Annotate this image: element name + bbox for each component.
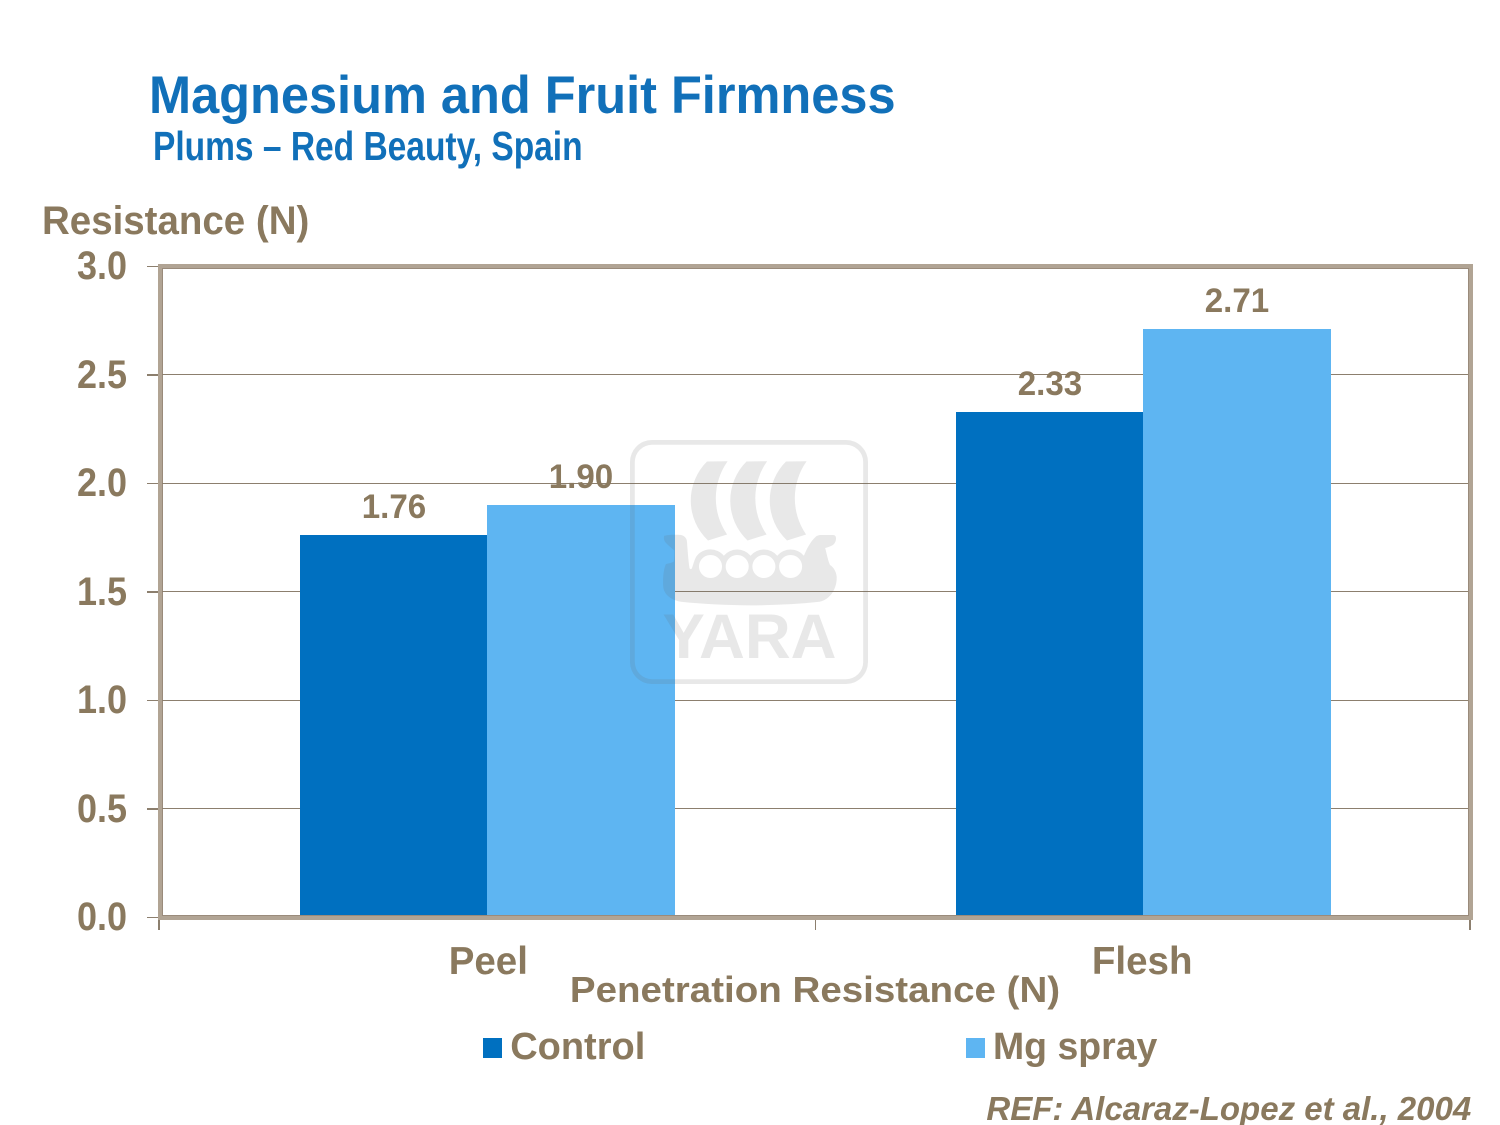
svg-text:YARA: YARA: [662, 602, 836, 672]
